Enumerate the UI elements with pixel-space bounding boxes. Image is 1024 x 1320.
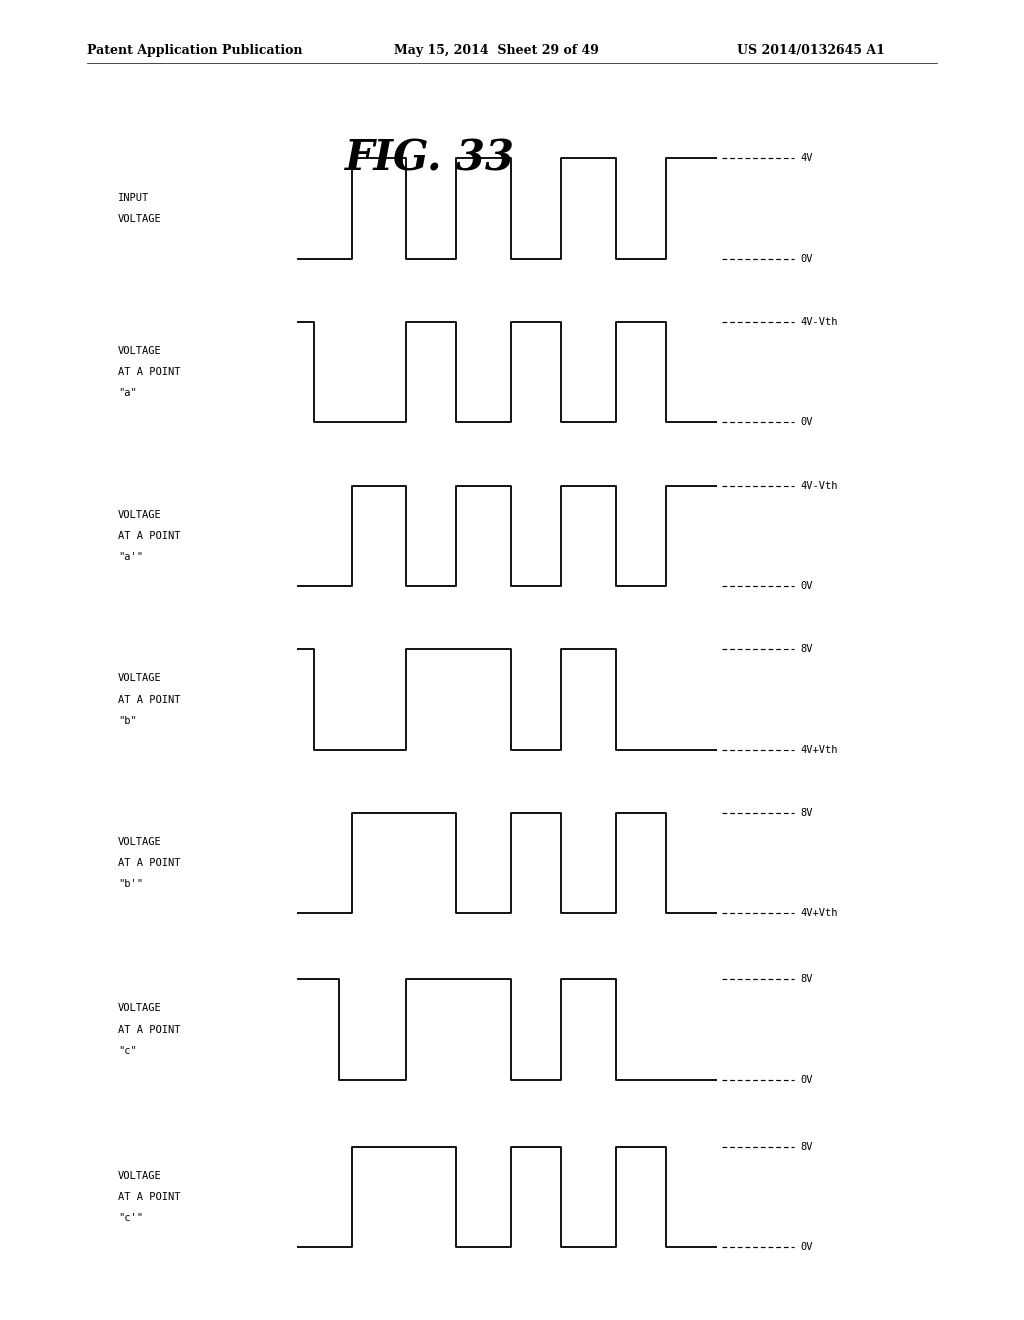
Text: AT A POINT: AT A POINT xyxy=(118,1024,180,1035)
Text: FIG. 33: FIG. 33 xyxy=(345,137,515,180)
Text: VOLTAGE: VOLTAGE xyxy=(118,837,162,847)
Text: 0V: 0V xyxy=(801,253,813,264)
Text: AT A POINT: AT A POINT xyxy=(118,694,180,705)
Text: 4V: 4V xyxy=(801,153,813,164)
Text: "b": "b" xyxy=(118,715,136,726)
Text: VOLTAGE: VOLTAGE xyxy=(118,346,162,356)
Text: Patent Application Publication: Patent Application Publication xyxy=(87,44,302,57)
Text: 4V+Vth: 4V+Vth xyxy=(801,744,839,755)
Text: 0V: 0V xyxy=(801,581,813,591)
Text: VOLTAGE: VOLTAGE xyxy=(118,1003,162,1014)
Text: AT A POINT: AT A POINT xyxy=(118,1192,180,1203)
Text: May 15, 2014  Sheet 29 of 49: May 15, 2014 Sheet 29 of 49 xyxy=(394,44,599,57)
Text: INPUT: INPUT xyxy=(118,193,150,203)
Text: 0V: 0V xyxy=(801,1242,813,1253)
Text: "c": "c" xyxy=(118,1045,136,1056)
Text: "a": "a" xyxy=(118,388,136,399)
Text: VOLTAGE: VOLTAGE xyxy=(118,1171,162,1181)
Text: 4V-Vth: 4V-Vth xyxy=(801,480,839,491)
Text: VOLTAGE: VOLTAGE xyxy=(118,510,162,520)
Text: AT A POINT: AT A POINT xyxy=(118,858,180,869)
Text: "a'": "a'" xyxy=(118,552,142,562)
Text: 8V: 8V xyxy=(801,1142,813,1152)
Text: "c'": "c'" xyxy=(118,1213,142,1224)
Text: 8V: 8V xyxy=(801,974,813,985)
Text: 8V: 8V xyxy=(801,644,813,655)
Text: 8V: 8V xyxy=(801,808,813,818)
Text: "b'": "b'" xyxy=(118,879,142,890)
Text: US 2014/0132645 A1: US 2014/0132645 A1 xyxy=(737,44,885,57)
Text: 0V: 0V xyxy=(801,1074,813,1085)
Text: 4V-Vth: 4V-Vth xyxy=(801,317,839,327)
Text: VOLTAGE: VOLTAGE xyxy=(118,673,162,684)
Text: 0V: 0V xyxy=(801,417,813,428)
Text: AT A POINT: AT A POINT xyxy=(118,367,180,378)
Text: AT A POINT: AT A POINT xyxy=(118,531,180,541)
Text: VOLTAGE: VOLTAGE xyxy=(118,214,162,224)
Text: 4V+Vth: 4V+Vth xyxy=(801,908,839,919)
